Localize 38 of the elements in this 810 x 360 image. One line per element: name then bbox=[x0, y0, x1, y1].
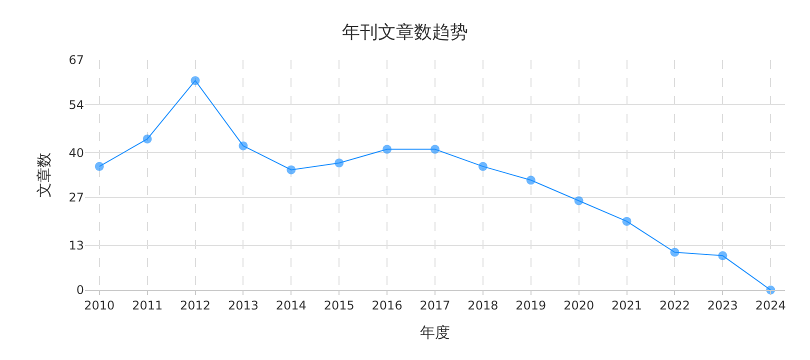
x-tick-label: 2012 bbox=[180, 298, 211, 312]
point bbox=[526, 176, 536, 185]
point bbox=[94, 162, 104, 171]
point bbox=[430, 144, 440, 154]
x-tick-label: 2021 bbox=[612, 298, 642, 312]
point bbox=[622, 216, 632, 226]
point bbox=[718, 251, 728, 260]
y-tick-label: 40 bbox=[68, 146, 84, 160]
x-tick-label: 2014 bbox=[276, 298, 306, 312]
x-tick-label: 2023 bbox=[707, 298, 738, 312]
point bbox=[190, 76, 200, 86]
x-tick-label: 2020 bbox=[564, 298, 594, 312]
x-tick-label: 2019 bbox=[516, 298, 546, 312]
point bbox=[478, 162, 488, 171]
y-tick-label: 0 bbox=[76, 283, 84, 298]
point bbox=[334, 158, 344, 168]
x-tick-label: 2015 bbox=[324, 298, 354, 312]
x-axis-title: 年度 bbox=[420, 323, 450, 342]
y-tick-label: 27 bbox=[68, 190, 84, 205]
y-tick-label: 67 bbox=[68, 53, 84, 68]
x-tick-label: 2013 bbox=[228, 298, 258, 312]
point bbox=[670, 248, 680, 257]
point bbox=[382, 144, 392, 154]
chart-title: 年刊文章数趋势 bbox=[342, 22, 468, 43]
y-axis-title: 文章数 bbox=[34, 152, 53, 198]
point bbox=[142, 134, 152, 144]
x-tick-label: 2016 bbox=[372, 298, 402, 312]
x-tick-label: 2017 bbox=[420, 298, 450, 312]
x-tick-label: 2022 bbox=[659, 298, 690, 312]
point bbox=[286, 165, 296, 174]
point bbox=[238, 141, 248, 150]
y-tick-label: 13 bbox=[68, 238, 84, 253]
y-tick-label: 54 bbox=[68, 98, 84, 112]
x-tick-label: 2011 bbox=[132, 298, 163, 312]
x-tick-label: 2018 bbox=[468, 298, 498, 312]
x-tick-label: 2010 bbox=[84, 298, 115, 312]
x-tick-label: 2024 bbox=[755, 298, 786, 312]
point bbox=[574, 196, 584, 206]
